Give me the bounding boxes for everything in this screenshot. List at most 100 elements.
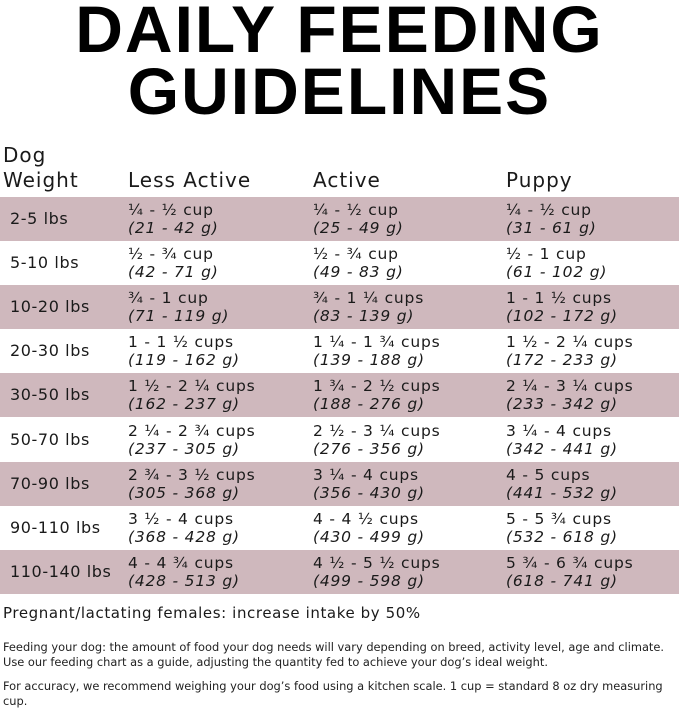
cups-value: 1 ¾ - 2 ½ cups [313,377,441,396]
table-row: 2-5 lbs ¼ - ½ cup (21 - 42 g) ¼ - ½ cup … [0,197,679,241]
table-row: 90-110 lbs 3 ½ - 4 cups (368 - 428 g) 4 … [0,506,679,550]
active-cell: ½ - ¾ cup (49 - 83 g) [313,245,404,281]
less-active-cell: ½ - ¾ cup (42 - 71 g) [128,245,219,281]
less-active-cell: 2 ¾ - 3 ½ cups (305 - 368 g) [128,466,255,502]
cups-value: ¾ - 1 cup [128,289,209,308]
active-cell: 4 - 4 ½ cups (430 - 499 g) [313,510,425,546]
table-row: 5-10 lbs ½ - ¾ cup (42 - 71 g) ½ - ¾ cup… [0,241,679,285]
cups-value: ¾ - 1 ¼ cups [313,289,425,308]
less-active-cell: ¾ - 1 cup (71 - 119 g) [128,289,229,325]
cups-value: ½ - 1 cup [506,245,587,264]
title-line-1: DAILY FEEDING [75,0,604,66]
grams-value: (356 - 430 g) [313,483,425,502]
header-dog: Dog [3,143,47,167]
grams-value: (237 - 305 g) [128,439,240,458]
puppy-cell: 5 - 5 ¾ cups (532 - 618 g) [506,510,618,546]
table-row: 110-140 lbs 4 - 4 ¾ cups (428 - 513 g) 4… [0,549,679,594]
weight-cell: 50-70 lbs [10,429,90,449]
cups-value: 1 ½ - 2 ¼ cups [506,333,634,352]
title-line-2: GUIDELINES [127,54,552,128]
grams-value: (31 - 61 g) [506,219,597,237]
puppy-cell: 1 - 1 ½ cups (102 - 172 g) [506,289,618,325]
cups-value: 2 ¼ - 2 ¾ cups [128,421,256,440]
cups-value: 3 ¼ - 4 cups [506,421,612,440]
puppy-cell: 4 - 5 cups (441 - 532 g) [506,466,618,502]
weight-cell: 20-30 lbs [10,341,90,361]
active-cell: 2 ½ - 3 ¼ cups (276 - 356 g) [313,422,440,458]
less-active-cell: 4 - 4 ¾ cups (428 - 513 g) [128,554,240,590]
puppy-cell: ¼ - ½ cup (31 - 61 g) [506,201,597,237]
grams-value: (618 - 741 g) [506,571,618,590]
grams-value: (21 - 42 g) [128,219,219,237]
less-active-cell: 3 ½ - 4 cups (368 - 428 g) [128,510,240,546]
cups-value: 5 ¾ - 6 ¾ cups [506,553,634,572]
cups-value: 1 - 1 ½ cups [128,333,234,352]
grams-value: (61 - 102 g) [506,263,608,282]
cups-value: 1 - 1 ½ cups [506,289,612,308]
puppy-cell: 3 ¼ - 4 cups (342 - 441 g) [506,422,618,458]
weight-cell: 90-110 lbs [10,517,101,537]
table-row: 50-70 lbs 2 ¼ - 2 ¾ cups (237 - 305 g) 2… [0,418,679,462]
grams-value: (532 - 618 g) [506,527,618,546]
active-cell: ¼ - ½ cup (25 - 49 g) [313,201,404,237]
grams-value: (83 - 139 g) [313,307,415,326]
cups-value: ¼ - ½ cup [128,201,214,219]
cups-value: 2 ¼ - 3 ¼ cups [506,377,634,396]
header-less-active: Less Active [128,168,252,192]
active-cell: 1 ¼ - 1 ¾ cups (139 - 188 g) [313,333,440,369]
cups-value: ¼ - ½ cup [313,201,399,219]
puppy-cell: ½ - 1 cup (61 - 102 g) [506,245,607,281]
cups-value: ½ - ¾ cup [128,245,214,264]
grams-value: (49 - 83 g) [313,263,404,282]
weight-cell: 10-20 lbs [10,297,90,317]
grams-value: (188 - 276 g) [313,395,425,414]
cups-value: 4 - 5 cups [506,465,591,484]
grams-value: (428 - 513 g) [128,571,240,590]
grams-value: (71 - 119 g) [128,307,230,326]
grams-value: (162 - 237 g) [128,395,240,414]
table-row: 10-20 lbs ¾ - 1 cup (71 - 119 g) ¾ - 1 ¼… [0,285,679,330]
grams-value: (305 - 368 g) [128,483,240,502]
table-row: 70-90 lbs 2 ¾ - 3 ½ cups (305 - 368 g) 3… [0,461,679,506]
header-weight: Weight [3,168,79,192]
cups-value: 1 ½ - 2 ¼ cups [128,377,256,396]
cups-value: 4 ½ - 5 ½ cups [313,553,441,572]
weight-cell: 2-5 lbs [10,209,69,228]
cups-value: 5 - 5 ¾ cups [506,509,612,528]
grams-value: (233 - 342 g) [506,395,618,414]
less-active-cell: ¼ - ½ cup (21 - 42 g) [128,201,219,237]
grams-value: (368 - 428 g) [128,527,240,546]
table-row: 20-30 lbs 1 - 1 ½ cups (119 - 162 g) 1 ¼… [0,329,679,373]
weight-cell: 110-140 lbs [10,561,112,581]
active-cell: ¾ - 1 ¼ cups (83 - 139 g) [313,289,424,325]
cups-value: 4 - 4 ½ cups [313,509,419,528]
table-row: 30-50 lbs 1 ½ - 2 ¼ cups (162 - 237 g) 1… [0,373,679,418]
grams-value: (342 - 441 g) [506,439,618,458]
active-cell: 3 ¼ - 4 cups (356 - 430 g) [313,466,425,502]
cups-value: ¼ - ½ cup [506,201,592,219]
pregnant-note: Pregnant/lactating females: increase int… [3,604,421,622]
cups-value: ½ - ¾ cup [313,245,399,264]
grams-value: (139 - 188 g) [313,351,425,370]
header-puppy: Puppy [506,168,573,192]
header-active: Active [313,168,381,192]
cups-value: 3 ½ - 4 cups [128,509,234,528]
accuracy-note: For accuracy, we recommend weighing your… [3,679,663,708]
cups-value: 2 ½ - 3 ¼ cups [313,421,441,440]
active-cell: 1 ¾ - 2 ½ cups (188 - 276 g) [313,377,440,413]
grams-value: (42 - 71 g) [128,263,219,282]
grams-value: (441 - 532 g) [506,483,618,502]
grams-value: (119 - 162 g) [128,351,240,370]
weight-cell: 5-10 lbs [10,253,80,273]
less-active-cell: 2 ¼ - 2 ¾ cups (237 - 305 g) [128,422,255,458]
grams-value: (430 - 499 g) [313,527,425,546]
less-active-cell: 1 ½ - 2 ¼ cups (162 - 237 g) [128,377,255,413]
puppy-cell: 5 ¾ - 6 ¾ cups (618 - 741 g) [506,554,633,590]
less-active-cell: 1 - 1 ½ cups (119 - 162 g) [128,333,240,369]
cups-value: 4 - 4 ¾ cups [128,553,234,572]
cups-value: 1 ¼ - 1 ¾ cups [313,333,441,352]
grams-value: (25 - 49 g) [313,219,404,237]
grams-value: (276 - 356 g) [313,439,425,458]
cups-value: 3 ¼ - 4 cups [313,465,419,484]
puppy-cell: 1 ½ - 2 ¼ cups (172 - 233 g) [506,333,633,369]
